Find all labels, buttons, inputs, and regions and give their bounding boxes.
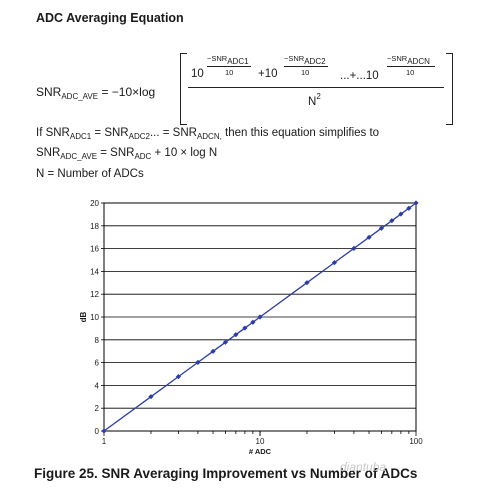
data-point: [366, 234, 372, 240]
lhs-rest: = −10×log: [101, 85, 156, 99]
equation-heading: ADC Averaging Equation: [36, 11, 184, 25]
data-point: [195, 359, 201, 365]
data-point: [351, 245, 357, 251]
expn-numerator: −SNRADCN: [387, 54, 430, 66]
data-point: [233, 332, 239, 338]
right-bracket: [446, 53, 453, 125]
plus-term: +10: [258, 68, 278, 80]
y-tick-label: 8: [95, 336, 100, 345]
data-point: [210, 348, 216, 354]
data-point: [413, 200, 419, 206]
x-tick-label: 1: [102, 437, 107, 446]
y-tick-label: 0: [95, 427, 100, 436]
lhs-snr: SNR: [36, 85, 62, 99]
data-point: [222, 339, 228, 345]
x-tick-label: 100: [409, 437, 423, 446]
y-tick-label: 20: [90, 199, 99, 208]
data-point: [304, 280, 310, 286]
figure-caption: Figure 25. SNR Averaging Improvement vs …: [34, 466, 418, 481]
y-tick-label: 6: [95, 359, 100, 368]
y-tick-label: 12: [90, 290, 99, 299]
y-tick-label: 14: [90, 267, 99, 276]
exp1-denominator: 10: [225, 68, 234, 77]
simplify-line-3: N = Number of ADCs: [36, 168, 144, 180]
x-axis-label: # ADC: [249, 447, 272, 456]
simplify-line-2: SNRADC_AVE = SNRADC + 10 × log N: [36, 147, 218, 161]
y-tick-label: 10: [90, 313, 99, 322]
watermark: diantuba: [340, 460, 387, 474]
data-point: [389, 218, 395, 224]
exp2-numerator: −SNRADC2: [284, 54, 326, 66]
y-axis-label: dB: [79, 311, 88, 322]
exp2-denominator: 10: [301, 68, 310, 77]
data-point: [175, 374, 182, 380]
data-point: [148, 394, 154, 400]
base-1: 10: [191, 68, 204, 80]
equation-lhs: SNRADC_AVE = −10×log: [36, 85, 155, 101]
simplify-line-1: If SNRADC1 = SNRADC2... = SNRADCN, then …: [36, 127, 380, 141]
data-point: [257, 314, 263, 320]
expn-line: [387, 66, 435, 67]
data-point: [406, 205, 412, 211]
x-tick-label: 10: [256, 437, 265, 446]
exp1-line: [207, 66, 251, 67]
expn-denominator: 10: [406, 68, 415, 77]
y-tick-label: 4: [95, 381, 100, 390]
fraction-line: [188, 87, 444, 88]
y-tick-label: 18: [90, 222, 99, 231]
data-point: [398, 211, 404, 217]
denominator: N2: [308, 92, 321, 108]
data-point: [378, 225, 384, 231]
exp2-line: [284, 66, 328, 67]
data-point: [331, 260, 338, 266]
exp1-numerator: −SNRADC1: [207, 54, 249, 66]
data-point: [250, 319, 256, 325]
data-point: [101, 428, 107, 434]
data-point: [242, 325, 248, 331]
lhs-subscript: ADC_AVE: [61, 92, 99, 101]
left-bracket: [180, 53, 187, 125]
dots-term: ...+...10: [340, 70, 379, 82]
y-tick-label: 2: [95, 404, 100, 413]
y-tick-label: 16: [90, 245, 99, 254]
